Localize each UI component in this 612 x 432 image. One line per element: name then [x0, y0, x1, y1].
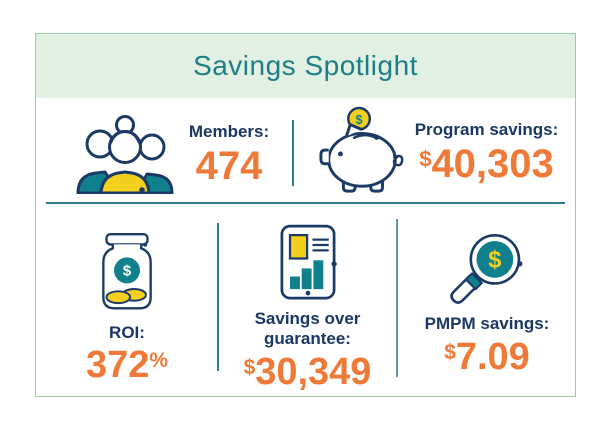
- piggy-bank-icon: $: [317, 105, 405, 199]
- roi-value: 372%: [86, 344, 168, 386]
- svg-text:$: $: [488, 247, 501, 273]
- spotlight-card: Savings Spotlight Members: 474: [35, 33, 576, 397]
- magnifier-dollar-icon: $: [445, 227, 529, 304]
- members-metric: Members: 474: [50, 104, 292, 204]
- members-label: Members:: [188, 122, 270, 141]
- savings-over-guarantee-value: $30,349: [243, 351, 372, 393]
- pmpm-savings-metric: $ PMPM savings: $7.09: [397, 205, 577, 396]
- roi-metric: $ ROI: 372%: [36, 205, 218, 396]
- bottom-divider-right: [396, 219, 398, 377]
- svg-text:$: $: [355, 112, 362, 127]
- roi-label: ROI:: [109, 323, 145, 342]
- card-header: Savings Spotlight: [36, 34, 575, 98]
- currency-sign: $: [243, 355, 256, 379]
- program-savings-label: Program savings:: [414, 120, 559, 139]
- svg-text:$: $: [123, 263, 132, 280]
- currency-sign: $: [419, 146, 432, 172]
- bottom-divider-left: [217, 223, 219, 371]
- percent-sign: %: [149, 348, 168, 372]
- program-savings-value: $40,303: [419, 142, 554, 186]
- page-title: Savings Spotlight: [193, 50, 418, 81]
- program-savings-metric: $ Program savings: $40,303: [298, 100, 577, 204]
- coin-jar-icon: $: [87, 231, 167, 313]
- currency-sign: $: [444, 340, 456, 364]
- tablet-chart-icon: [272, 221, 344, 305]
- people-icon: [73, 114, 177, 194]
- top-row-divider: [292, 120, 294, 186]
- pmpm-savings-label: PMPM savings:: [424, 314, 550, 333]
- savings-over-guarantee-label: Savings over guarantee:: [254, 309, 361, 348]
- row-divider: [46, 202, 565, 204]
- members-value: 474: [195, 144, 263, 188]
- pmpm-savings-value: $7.09: [444, 336, 530, 378]
- savings-over-guarantee-metric: Savings over guarantee: $30,349: [218, 205, 397, 396]
